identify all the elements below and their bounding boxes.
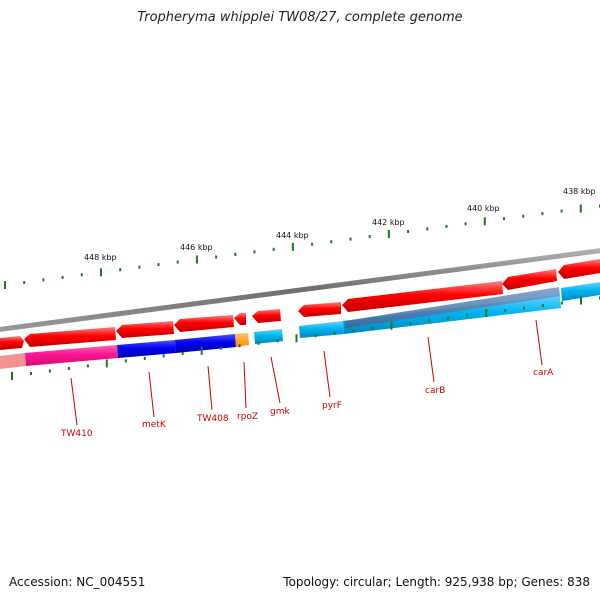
gene-label-pyrF: pyrF (322, 401, 342, 411)
cog-segment (25, 345, 118, 366)
cds-arrow (174, 315, 234, 332)
cds-arrow (116, 321, 174, 338)
cog-segment (561, 282, 600, 301)
gene-label-rpoZ: rpoZ (237, 412, 258, 422)
cds-arrow (298, 302, 341, 317)
cds-arrow (24, 327, 116, 347)
gene-labels: TW410 metK TW408 rpoZ gmk pyrF carB carA (60, 368, 554, 439)
map-title: Tropheryma whipplei TW08/27, complete ge… (137, 10, 463, 25)
cds-arrow (342, 281, 503, 312)
ruler-label: 448 kbp (84, 253, 117, 262)
cog-segment (254, 329, 283, 344)
inner-tick-ring (11, 296, 600, 380)
gene-label-TW408: TW408 (196, 414, 229, 424)
cds-arrow (558, 259, 600, 279)
genome-summary-text: Topology: circular; Length: 925,938 bp; … (283, 575, 590, 589)
accession-text: Accession: NC_004551 (9, 575, 146, 589)
ruler-labels: 438 kbp 440 kbp 442 kbp 444 kbp 446 kbp … (84, 187, 596, 262)
gene-label-carB: carB (425, 386, 445, 396)
ruler-label: 438 kbp (563, 187, 596, 196)
genome-backbone (0, 248, 600, 332)
outer-tick-ring (4, 204, 600, 289)
cog-segment (343, 295, 561, 334)
cds-arrow (234, 313, 246, 325)
cog-segment (235, 333, 249, 347)
gene-label-metK: metK (142, 420, 167, 430)
cog-segment (345, 287, 560, 328)
gene-label-lines (70, 319, 543, 426)
cds-arrow (0, 336, 24, 350)
ruler-label: 442 kbp (372, 218, 405, 227)
cog-segment (117, 340, 176, 358)
ruler-label: 444 kbp (276, 231, 309, 240)
gene-label-carA: carA (533, 368, 554, 378)
cds-arrow (502, 269, 557, 290)
cog-track (0, 282, 600, 369)
gene-label-gmk: gmk (270, 407, 290, 417)
cds-track (0, 259, 600, 350)
cog-segment (0, 353, 26, 369)
cog-segment (175, 334, 236, 353)
cog-segment (299, 321, 344, 338)
ruler-label: 446 kbp (180, 243, 213, 252)
cds-arrow (252, 309, 281, 323)
ruler-label: 440 kbp (467, 204, 500, 213)
gene-label-TW410: TW410 (60, 429, 93, 439)
